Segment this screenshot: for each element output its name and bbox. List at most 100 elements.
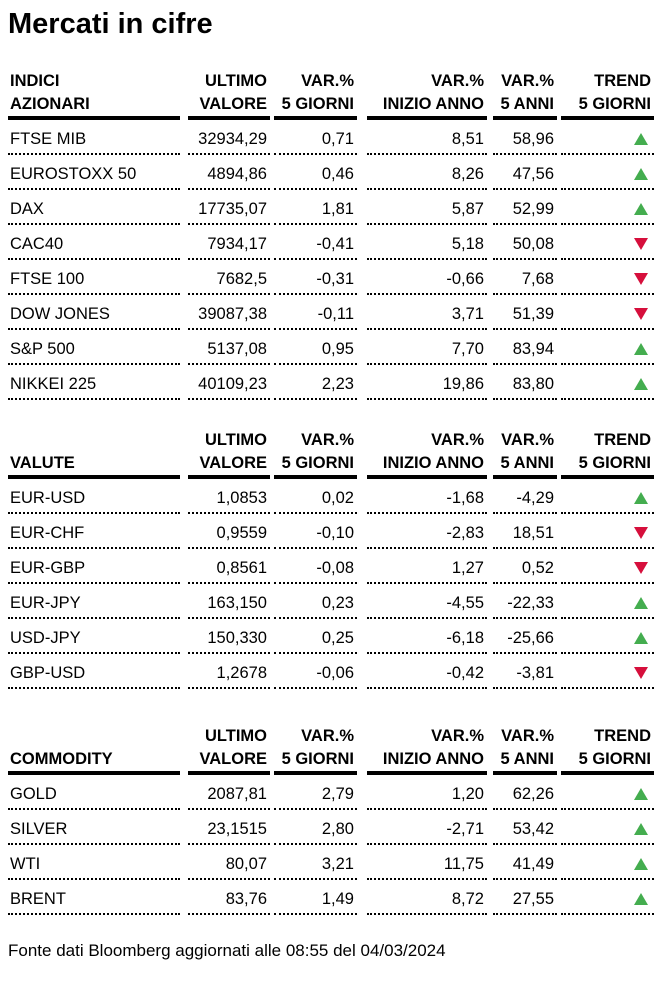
table-row: S&P 500 5137,08 0,95 7,70 83,94 bbox=[8, 330, 669, 365]
ultimo-valore-cell: 7934,17 bbox=[180, 225, 270, 260]
row-label-cell: DOW JONES bbox=[8, 295, 180, 330]
table-row: EUR-JPY 163,150 0,23 -4,55 -22,33 bbox=[8, 584, 669, 619]
var-5-giorni-cell: -0,06 bbox=[270, 654, 357, 689]
header-col-ultimo-valore: ULTIMO VALORE bbox=[180, 72, 270, 120]
var-inizio-anno-cell: -0,42 bbox=[357, 654, 487, 689]
header-label-line2: AZIONARI bbox=[10, 95, 90, 113]
trend-down-icon bbox=[634, 308, 648, 320]
var-5-giorni-cell: 0,71 bbox=[270, 120, 357, 155]
var-inizio-anno-cell: 8,26 bbox=[357, 155, 487, 190]
trend-cell bbox=[557, 810, 654, 845]
trend-up-icon bbox=[634, 858, 648, 870]
table-header: VALUTE ULTIMO VALORE VAR.% 5 GIORNI VAR.… bbox=[8, 431, 669, 479]
table-valute: VALUTE ULTIMO VALORE VAR.% 5 GIORNI VAR.… bbox=[8, 431, 669, 689]
ultimo-valore-cell: 32934,29 bbox=[180, 120, 270, 155]
table-row: BRENT 83,76 1,49 8,72 27,55 bbox=[8, 880, 669, 915]
row-label-cell: USD-JPY bbox=[8, 619, 180, 654]
header-label-line1: INDICI bbox=[10, 72, 60, 90]
var-inizio-anno-cell: -6,18 bbox=[357, 619, 487, 654]
var-inizio-anno-cell: 5,87 bbox=[357, 190, 487, 225]
row-label-cell: EUR-GBP bbox=[8, 549, 180, 584]
header-col-var-5-giorni: VAR.% 5 GIORNI bbox=[270, 72, 357, 120]
var-inizio-anno-cell: 1,27 bbox=[357, 549, 487, 584]
trend-cell bbox=[557, 619, 654, 654]
trend-cell bbox=[557, 584, 654, 619]
trend-up-icon bbox=[634, 203, 648, 215]
row-label-cell: FTSE 100 bbox=[8, 260, 180, 295]
var-inizio-anno-cell: 8,72 bbox=[357, 880, 487, 915]
var-5-giorni-cell: 0,46 bbox=[270, 155, 357, 190]
header-col-ultimo-valore: ULTIMO VALORE bbox=[180, 727, 270, 775]
table-indici-azionari: INDICI AZIONARI ULTIMO VALORE VAR.% 5 GI… bbox=[8, 72, 669, 400]
row-label-cell: WTI bbox=[8, 845, 180, 880]
trend-up-icon bbox=[634, 343, 648, 355]
header-col-trend-5-giorni: TREND 5 GIORNI bbox=[557, 727, 654, 775]
trend-down-icon bbox=[634, 273, 648, 285]
var-inizio-anno-cell: 5,18 bbox=[357, 225, 487, 260]
trend-down-icon bbox=[634, 562, 648, 574]
var-inizio-anno-cell: 11,75 bbox=[357, 845, 487, 880]
table-row: SILVER 23,1515 2,80 -2,71 53,42 bbox=[8, 810, 669, 845]
row-label-cell: GBP-USD bbox=[8, 654, 180, 689]
header-col-var-5-anni: VAR.% 5 ANNI bbox=[487, 727, 557, 775]
var-5-anni-cell: 41,49 bbox=[487, 845, 557, 880]
row-label-cell: EUROSTOXX 50 bbox=[8, 155, 180, 190]
header-col-var-5-anni: VAR.% 5 ANNI bbox=[487, 72, 557, 120]
var-5-anni-cell: 52,99 bbox=[487, 190, 557, 225]
table-commodity: COMMODITY ULTIMO VALORE VAR.% 5 GIORNI V… bbox=[8, 727, 669, 915]
var-5-giorni-cell: 3,21 bbox=[270, 845, 357, 880]
header-col-var-5-giorni: VAR.% 5 GIORNI bbox=[270, 431, 357, 479]
var-5-anni-cell: -4,29 bbox=[487, 479, 557, 514]
ultimo-valore-cell: 17735,07 bbox=[180, 190, 270, 225]
row-label-cell: BRENT bbox=[8, 880, 180, 915]
ultimo-valore-cell: 23,1515 bbox=[180, 810, 270, 845]
trend-up-icon bbox=[634, 492, 648, 504]
table-row: FTSE 100 7682,5 -0,31 -0,66 7,68 bbox=[8, 260, 669, 295]
var-inizio-anno-cell: 1,20 bbox=[357, 775, 487, 810]
trend-cell bbox=[557, 365, 654, 400]
table-row: WTI 80,07 3,21 11,75 41,49 bbox=[8, 845, 669, 880]
var-inizio-anno-cell: -4,55 bbox=[357, 584, 487, 619]
trend-up-icon bbox=[634, 788, 648, 800]
var-5-giorni-cell: 2,23 bbox=[270, 365, 357, 400]
var-inizio-anno-cell: 8,51 bbox=[357, 120, 487, 155]
var-inizio-anno-cell: 3,71 bbox=[357, 295, 487, 330]
var-5-anni-cell: -22,33 bbox=[487, 584, 557, 619]
var-5-giorni-cell: 1,49 bbox=[270, 880, 357, 915]
trend-cell bbox=[557, 845, 654, 880]
table-row: EUR-USD 1,0853 0,02 -1,68 -4,29 bbox=[8, 479, 669, 514]
row-label-cell: EUR-USD bbox=[8, 479, 180, 514]
trend-up-icon bbox=[634, 378, 648, 390]
trend-cell bbox=[557, 479, 654, 514]
row-label-cell: CAC40 bbox=[8, 225, 180, 260]
table-row: USD-JPY 150,330 0,25 -6,18 -25,66 bbox=[8, 619, 669, 654]
var-5-anni-cell: -3,81 bbox=[487, 654, 557, 689]
row-label-cell: SILVER bbox=[8, 810, 180, 845]
var-5-anni-cell: 51,39 bbox=[487, 295, 557, 330]
row-label-cell: EUR-CHF bbox=[8, 514, 180, 549]
page-title: Mercati in cifre bbox=[8, 8, 213, 40]
row-label-cell: FTSE MIB bbox=[8, 120, 180, 155]
table-row: DAX 17735,07 1,81 5,87 52,99 bbox=[8, 190, 669, 225]
var-inizio-anno-cell: 7,70 bbox=[357, 330, 487, 365]
var-inizio-anno-cell: -1,68 bbox=[357, 479, 487, 514]
trend-cell bbox=[557, 514, 654, 549]
var-5-giorni-cell: 0,95 bbox=[270, 330, 357, 365]
source-note: Fonte dati Bloomberg aggiornati alle 08:… bbox=[8, 941, 446, 960]
header-label-cell: COMMODITY bbox=[8, 729, 180, 775]
ultimo-valore-cell: 1,0853 bbox=[180, 479, 270, 514]
trend-down-icon bbox=[634, 527, 648, 539]
var-5-anni-cell: 53,42 bbox=[487, 810, 557, 845]
header-label-cell: VALUTE bbox=[8, 433, 180, 479]
ultimo-valore-cell: 1,2678 bbox=[180, 654, 270, 689]
var-inizio-anno-cell: -2,71 bbox=[357, 810, 487, 845]
row-label-cell: DAX bbox=[8, 190, 180, 225]
var-5-giorni-cell: 1,81 bbox=[270, 190, 357, 225]
trend-cell bbox=[557, 155, 654, 190]
var-5-anni-cell: 27,55 bbox=[487, 880, 557, 915]
var-inizio-anno-cell: -0,66 bbox=[357, 260, 487, 295]
trend-up-icon bbox=[634, 133, 648, 145]
trend-up-icon bbox=[634, 168, 648, 180]
var-5-giorni-cell: -0,11 bbox=[270, 295, 357, 330]
ultimo-valore-cell: 83,76 bbox=[180, 880, 270, 915]
